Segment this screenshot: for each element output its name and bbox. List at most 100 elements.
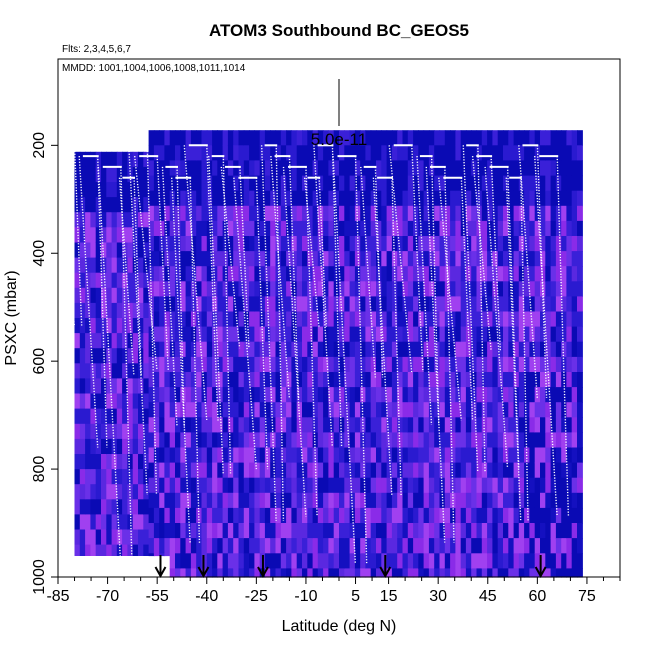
heatmap-cell (550, 492, 557, 509)
heatmap-cell (487, 538, 493, 554)
heatmap-cell (529, 266, 536, 282)
heatmap-cell (497, 356, 504, 373)
heatmap-cell (339, 387, 345, 403)
heatmap-cell (201, 523, 208, 539)
profile-descent (460, 177, 474, 421)
heatmap-cell (164, 326, 171, 343)
heatmap-cell (540, 205, 546, 222)
heatmap-cell (365, 130, 372, 146)
heatmap-cell (275, 387, 282, 403)
heatmap-cell (159, 356, 166, 373)
heatmap-cell (339, 553, 345, 569)
heatmap-cell (74, 378, 81, 395)
heatmap-cell (444, 432, 451, 449)
heatmap-cell (143, 454, 150, 470)
heatmap-cell (439, 523, 446, 539)
heatmap-cell (365, 220, 372, 237)
heatmap-cell (249, 220, 255, 237)
heatmap-cell (275, 266, 282, 282)
heatmap-cell (111, 318, 118, 334)
heatmap-cell (122, 529, 128, 546)
heatmap-cell (529, 402, 536, 418)
heatmap-cell (79, 454, 86, 470)
heatmap-cell (444, 326, 451, 343)
heatmap-cell (312, 417, 319, 433)
heatmap-cell (418, 296, 425, 313)
heatmap-cell (259, 417, 266, 433)
heatmap-cell (577, 356, 583, 373)
heatmap-cell (471, 538, 478, 554)
heatmap-cell (566, 387, 573, 403)
heatmap-cell (122, 484, 128, 500)
heatmap-cell (254, 523, 261, 539)
heatmap-cell (243, 281, 250, 297)
heatmap-cell (503, 281, 509, 297)
heatmap-cell (370, 387, 377, 403)
heatmap-cell (275, 538, 282, 554)
heatmap-cell (212, 568, 218, 578)
heatmap-cell (577, 326, 583, 343)
heatmap-cell (339, 492, 345, 509)
heatmap-cell (106, 484, 113, 500)
heatmap-cell (518, 296, 525, 313)
heatmap-cell (354, 341, 361, 358)
heatmap-cell (164, 145, 171, 161)
heatmap-cell (291, 341, 298, 358)
heatmap-cell (492, 417, 499, 433)
heatmap-cell (370, 462, 377, 479)
heatmap-cell (487, 568, 493, 578)
heatmap-cell (540, 372, 546, 388)
heatmap-cell (317, 145, 324, 161)
heatmap-cell (79, 197, 86, 213)
heatmap-cell (476, 356, 483, 373)
heatmap-cell (148, 341, 155, 358)
heatmap-cell (571, 175, 578, 192)
heatmap-cell (513, 220, 520, 237)
heatmap-cell (534, 266, 541, 282)
heatmap-cell (534, 326, 541, 343)
heatmap-cell (196, 538, 203, 554)
heatmap-cell (206, 523, 213, 539)
heatmap-cell (233, 432, 240, 449)
profile-ascent (78, 156, 99, 448)
heatmap-cell (381, 251, 388, 267)
flights-note: Flts: 2,3,4,5,6,7 (62, 44, 131, 55)
heatmap-cell (328, 175, 335, 192)
heatmap-cell (407, 553, 414, 569)
heatmap-cell (333, 568, 340, 578)
heatmap-cell (444, 145, 451, 161)
heatmap-cell (148, 356, 155, 373)
heatmap-cell (180, 417, 187, 433)
heatmap-cell (323, 130, 329, 146)
heatmap-cell (566, 326, 573, 343)
heatmap-cell (360, 130, 367, 146)
heatmap-cell (201, 341, 208, 358)
heatmap-cell (529, 432, 536, 449)
heatmap-cell (354, 251, 361, 267)
heatmap-cell (122, 227, 128, 243)
profile-descent (288, 156, 300, 399)
heatmap-cell (307, 175, 314, 192)
heatmap-cell (354, 205, 361, 222)
heatmap-cell (450, 417, 456, 433)
heatmap-cell (391, 477, 398, 494)
heatmap-cell (169, 387, 176, 403)
heatmap-cell (503, 266, 509, 282)
heatmap-cell (95, 454, 102, 470)
heatmap-cell (518, 492, 525, 509)
heatmap-cell (481, 538, 488, 554)
heatmap-cell (238, 447, 245, 464)
heatmap-cell (540, 417, 546, 433)
heatmap-cell (455, 372, 462, 388)
heatmap-cell (349, 190, 356, 207)
heatmap-cell (550, 236, 557, 252)
heatmap-cell (296, 477, 303, 494)
heatmap-cell (471, 251, 478, 267)
heatmap-cell (196, 462, 203, 479)
heatmap-cell (333, 492, 340, 509)
heatmap-cell (492, 281, 499, 297)
heatmap-cell (492, 326, 499, 343)
heatmap-cell (259, 236, 266, 252)
arrow-head (534, 566, 547, 579)
heatmap-cell (376, 175, 382, 192)
